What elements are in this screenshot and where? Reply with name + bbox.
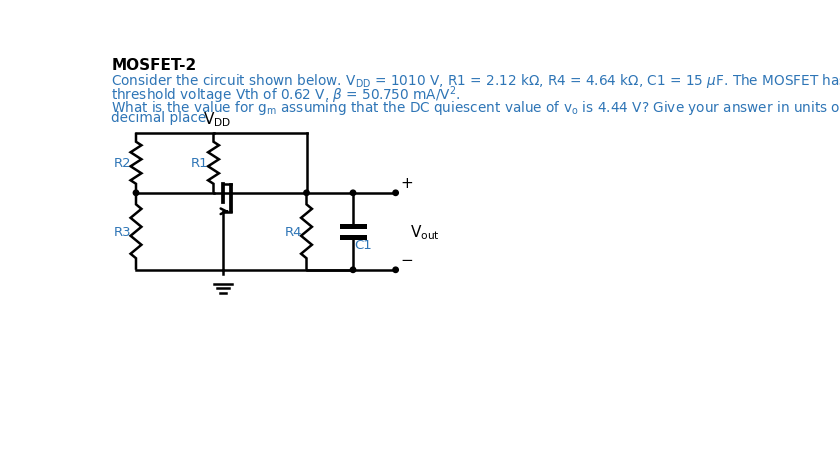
Text: C1: C1 [354, 239, 372, 252]
Circle shape [393, 268, 398, 273]
Text: R2: R2 [113, 157, 131, 170]
Text: +: + [401, 175, 413, 190]
Text: Consider the circuit shown below. V$_{\rm DD}$ = 1010 V, R1 = 2.12 k$\Omega$, R4: Consider the circuit shown below. V$_{\r… [111, 72, 840, 90]
Text: What is the value for g$_{\rm m}$ assuming that the DC quiescent value of v$_{\r: What is the value for g$_{\rm m}$ assumi… [111, 99, 840, 117]
Text: V$_{\rm out}$: V$_{\rm out}$ [410, 223, 439, 241]
Circle shape [350, 190, 355, 196]
Circle shape [350, 268, 355, 273]
Text: V$_{\rm DD}$: V$_{\rm DD}$ [203, 110, 232, 129]
Circle shape [134, 190, 139, 196]
Circle shape [304, 190, 309, 196]
Text: threshold voltage Vth of 0.62 V, $\beta$ = 50.750 mA/V$^2$.: threshold voltage Vth of 0.62 V, $\beta$… [111, 84, 461, 106]
Text: R4: R4 [285, 225, 302, 238]
Text: decimal place.: decimal place. [111, 111, 211, 125]
Circle shape [393, 190, 398, 196]
Text: MOSFET-2: MOSFET-2 [111, 58, 197, 73]
Text: R3: R3 [113, 225, 131, 238]
Text: −: − [401, 252, 413, 267]
Text: R1: R1 [192, 157, 209, 170]
